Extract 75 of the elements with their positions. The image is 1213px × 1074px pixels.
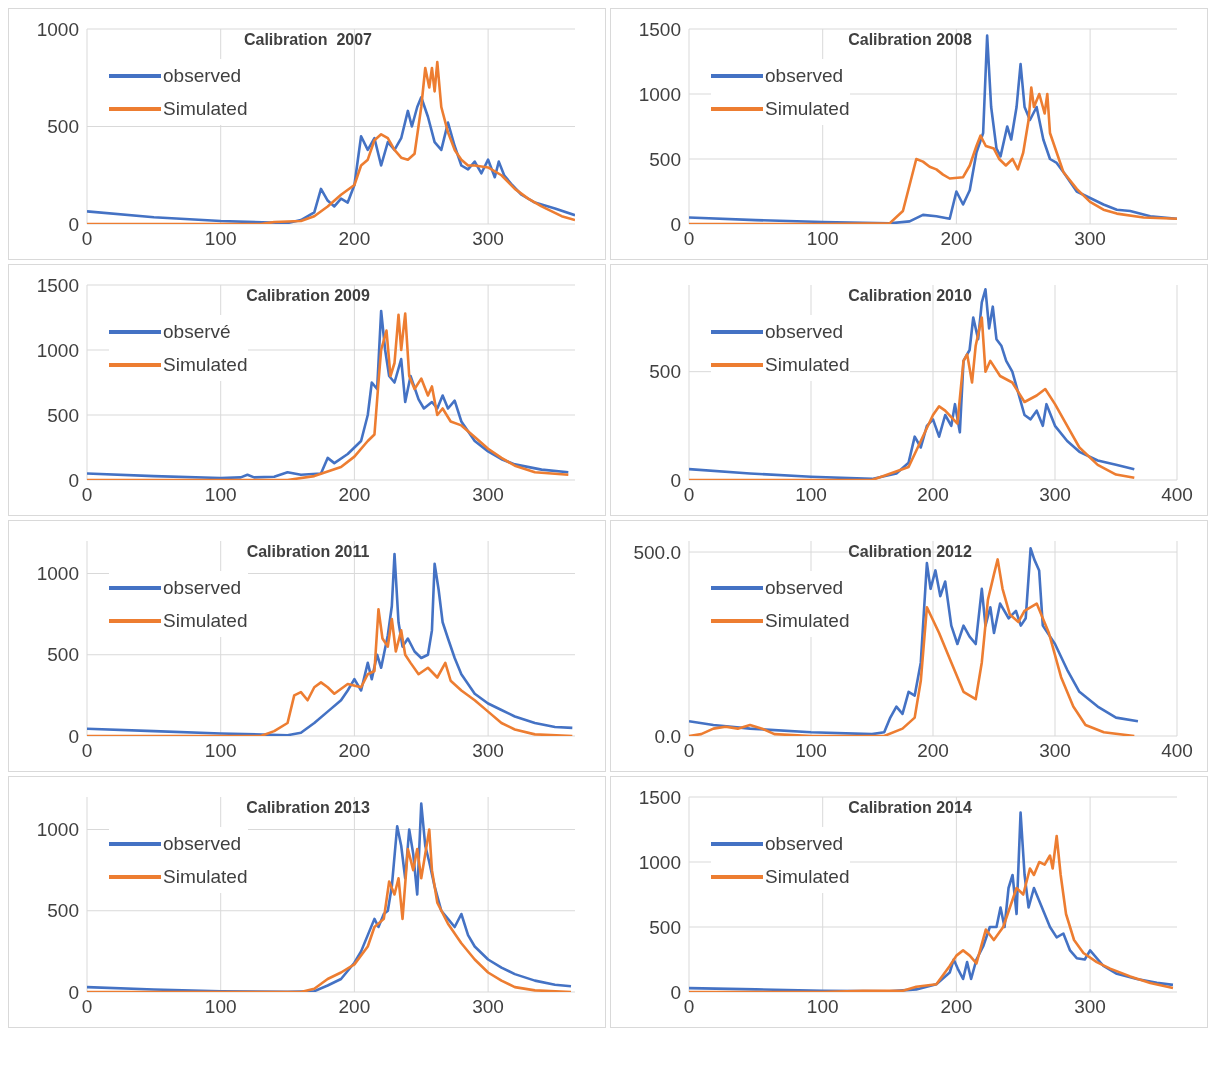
x-tick-label: 100	[795, 740, 827, 762]
y-tick-label: 500	[47, 644, 79, 666]
legend-label: Simulated	[163, 865, 248, 888]
x-tick-label: 300	[1039, 740, 1071, 762]
y-tick-label: 1000	[36, 18, 79, 40]
legend-label: Simulated	[765, 353, 850, 376]
y-tick-label: 500	[649, 916, 681, 938]
x-tick-label: 100	[204, 740, 237, 762]
legend-label: observed	[163, 576, 242, 599]
chart-title: Calibration 2012	[848, 543, 972, 560]
legend-label: observé	[163, 320, 231, 343]
x-tick-label: 100	[204, 228, 237, 250]
y-tick-label: 500	[47, 116, 79, 138]
x-tick-label: 200	[338, 740, 371, 762]
x-tick-label: 100	[204, 484, 237, 506]
y-tick-label: 500.0	[633, 541, 681, 563]
y-tick-label: 0	[68, 725, 79, 747]
chart-title: Calibration 2014	[848, 799, 972, 816]
y-tick-label: 1000	[638, 851, 681, 873]
y-tick-label: 0	[670, 469, 681, 491]
x-tick-label: 400	[1161, 740, 1193, 762]
x-tick-label: 300	[1039, 484, 1071, 506]
y-tick-label: 500	[649, 361, 681, 383]
x-tick-label: 200	[338, 228, 371, 250]
x-tick-label: 300	[472, 740, 504, 762]
y-tick-label: 500	[47, 900, 79, 922]
legend-label: Simulated	[163, 609, 248, 632]
x-tick-label: 100	[204, 996, 237, 1018]
y-tick-label: 0	[670, 213, 681, 235]
x-tick-label: 300	[1074, 996, 1106, 1018]
y-tick-label: 1000	[36, 563, 79, 585]
legend-label: Simulated	[765, 97, 850, 120]
x-tick-label: 400	[1161, 484, 1193, 506]
chart-title: Calibration 2011	[245, 543, 371, 561]
y-tick-label: 0	[68, 981, 79, 1003]
x-tick-label: 100	[806, 996, 839, 1018]
chart-title: Calibration 2007	[243, 31, 373, 48]
legend-label: observed	[765, 832, 844, 855]
legend-label: Simulated	[163, 97, 248, 120]
y-tick-label: 0	[68, 469, 79, 491]
y-tick-label: 500	[47, 404, 79, 426]
chart-title: Calibration 2013	[245, 799, 371, 817]
legend-label: observed	[765, 64, 844, 87]
legend-label: Simulated	[765, 609, 850, 632]
y-tick-label: 1500	[36, 274, 79, 296]
y-tick-label: 1000	[36, 339, 79, 361]
chart-title: Calibration 2010	[847, 287, 973, 305]
legend-label: observed	[163, 64, 242, 87]
y-tick-label: 0	[670, 981, 681, 1003]
x-tick-label: 300	[472, 484, 504, 506]
x-tick-label: 200	[917, 484, 949, 506]
y-tick-label: 0.0	[654, 725, 681, 747]
y-tick-label: 1000	[36, 819, 79, 841]
legend-label: Simulated	[163, 353, 248, 376]
x-tick-label: 100	[795, 484, 827, 506]
x-tick-label: 100	[806, 228, 839, 250]
x-tick-label: 300	[1074, 228, 1106, 250]
x-tick-label: 200	[940, 228, 973, 250]
legend-label: observed	[163, 832, 242, 855]
x-tick-label: 200	[940, 996, 973, 1018]
x-tick-label: 200	[338, 484, 371, 506]
y-tick-label: 500	[649, 148, 681, 170]
y-tick-label: 1500	[638, 18, 681, 40]
legend-label: observed	[765, 576, 844, 599]
x-tick-label: 300	[472, 996, 504, 1018]
y-tick-label: 1500	[638, 786, 681, 808]
x-tick-label: 200	[338, 996, 371, 1018]
chart-title: Calibration 2009	[246, 287, 370, 304]
chart-title: Calibration 2008	[848, 31, 972, 48]
x-tick-label: 300	[472, 228, 504, 250]
legend-label: Simulated	[765, 865, 850, 888]
y-tick-label: 0	[68, 213, 79, 235]
x-tick-label: 200	[917, 740, 949, 762]
legend-label: observed	[765, 320, 844, 343]
y-tick-label: 1000	[638, 83, 681, 105]
